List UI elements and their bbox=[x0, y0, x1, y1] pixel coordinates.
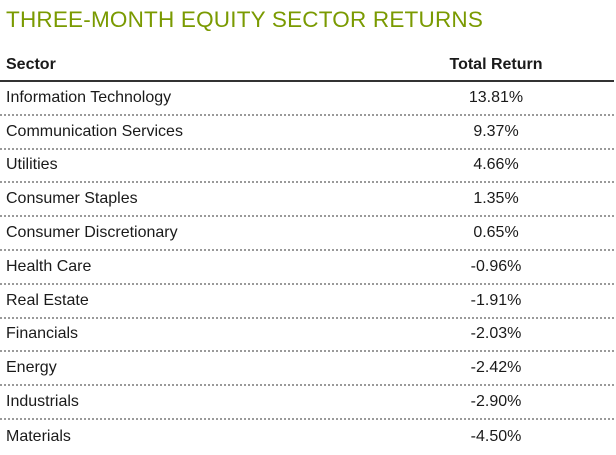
sector-cell: Information Technology bbox=[6, 88, 172, 106]
sector-cell: Health Care bbox=[6, 257, 92, 275]
total-return-cell: 4.66% bbox=[473, 156, 519, 174]
table-row: Industrials -2.90% bbox=[0, 386, 614, 420]
table-row: Health Care -0.96% bbox=[0, 251, 614, 285]
total-return-cell: 0.65% bbox=[473, 224, 519, 242]
total-return-cell: -2.03% bbox=[470, 325, 522, 343]
total-return-cell: 13.81% bbox=[468, 88, 524, 106]
table-body: Information Technology 13.81% Communicatio… bbox=[0, 82, 614, 454]
table-row: Communication Services 9.37% bbox=[0, 116, 614, 150]
table-header: Sector Total Return bbox=[0, 50, 614, 82]
total-return-cell: -2.90% bbox=[470, 393, 522, 411]
sector-cell: Consumer Staples bbox=[6, 190, 138, 208]
total-return-cell: 1.35% bbox=[473, 190, 519, 208]
sector-cell: Utilities bbox=[6, 156, 58, 174]
chart-title: THREE-MONTH EQUITY SECTOR RETURNS bbox=[6, 7, 484, 32]
column-header-sector: Sector bbox=[6, 56, 56, 73]
total-return-cell: -1.91% bbox=[470, 291, 522, 309]
total-return-cell: -0.96% bbox=[470, 257, 522, 275]
table-row: Financials -2.03% bbox=[0, 319, 614, 353]
table-row: Energy -2.42% bbox=[0, 352, 614, 387]
sector-cell: Materials bbox=[6, 427, 71, 445]
total-return-cell: -2.42% bbox=[470, 359, 522, 377]
table-row: Real Estate -1.91% bbox=[0, 285, 614, 319]
total-return-cell: -4.50% bbox=[470, 427, 522, 445]
table-row: Consumer Discretionary 0.65% bbox=[0, 217, 614, 251]
sector-cell: Financials bbox=[6, 325, 79, 343]
sector-cell: Consumer Discretionary bbox=[6, 224, 178, 242]
sector-cell: Communication Services bbox=[6, 122, 183, 140]
sector-cell: Industrials bbox=[6, 393, 79, 411]
table-row: Utilities 4.66% bbox=[0, 150, 614, 184]
sector-cell: Real Estate bbox=[6, 291, 89, 309]
sector-cell: Energy bbox=[6, 359, 57, 377]
column-header-total-return: Total Return bbox=[449, 56, 543, 73]
table-row: Materials -4.50% bbox=[0, 420, 614, 454]
table-row: Information Technology 13.81% bbox=[0, 82, 614, 116]
table-row: Consumer Staples 1.35% bbox=[0, 183, 614, 218]
returns-table: Sector Total Return Information Technolo… bbox=[0, 50, 614, 454]
total-return-cell: 9.37% bbox=[473, 122, 519, 140]
